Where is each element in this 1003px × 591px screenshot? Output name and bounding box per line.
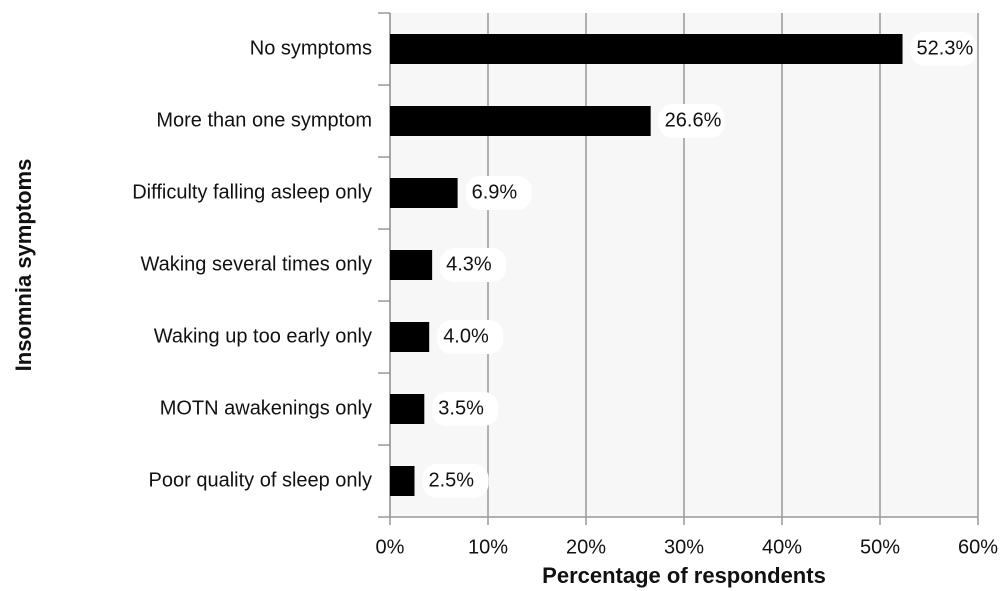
value-label-bg [440,248,507,282]
bar [390,322,430,352]
value-label: 6.9% [472,181,518,203]
bar [390,394,425,424]
value-label: 4.0% [443,325,489,347]
y-tick-label: Poor quality of sleep only [149,469,372,491]
value-label: 26.6% [665,109,722,131]
value-label: 52.3% [917,37,974,59]
value-label: 2.5% [429,469,475,491]
value-label-bg [910,32,977,66]
value-label-bg [422,464,489,498]
x-tick-label: 0% [376,536,405,558]
y-tick-label: Waking up too early only [154,325,372,347]
bar [390,466,415,496]
x-axis-title: Percentage of respondents [542,563,826,588]
x-tick-label: 20% [566,536,606,558]
y-tick-label: No symptoms [250,37,372,59]
value-label: 4.3% [446,253,492,275]
value-label-bg [658,104,725,138]
y-tick-label: Difficulty falling asleep only [132,181,372,203]
y-tick-label: Waking several times only [140,253,372,275]
x-tick-label: 40% [762,536,802,558]
y-axis-title: Insomnia symptoms [11,159,36,372]
bar [390,250,433,280]
bar [390,178,458,208]
value-label-bg [432,392,499,426]
bar [390,106,651,136]
y-tick-label: More than one symptom [156,109,372,131]
value-label: 3.5% [438,397,484,419]
bar [390,34,903,64]
x-tick-label: 30% [664,536,704,558]
x-tick-label: 50% [860,536,900,558]
x-tick-label: 10% [468,536,508,558]
y-tick-label: MOTN awakenings only [160,397,372,419]
x-tick-label: 60% [958,536,998,558]
value-label-bg [437,320,504,354]
value-label-bg [465,176,532,210]
